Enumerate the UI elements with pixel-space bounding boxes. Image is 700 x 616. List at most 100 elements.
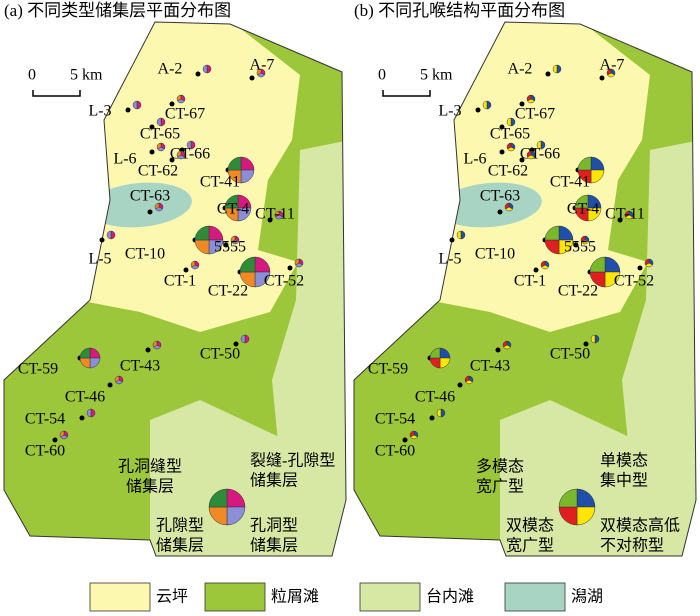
- panel-title: (a) 不同类型储集层平面分布图: [4, 1, 231, 20]
- facies-inner-platform: [622, 140, 696, 515]
- well-dot: [637, 265, 643, 271]
- well-dot: [149, 149, 155, 155]
- well-label: A-7: [600, 57, 625, 74]
- facies-cloud-flat: [438, 22, 650, 332]
- well-label: CT-4: [567, 201, 599, 218]
- well-label: CT-59: [368, 361, 408, 378]
- pie-slice: [186, 140, 192, 150]
- legend-swatch: [89, 582, 151, 612]
- well-label: CT-41: [200, 174, 240, 191]
- well-label: CT-22: [558, 283, 598, 300]
- pie-slice: [230, 235, 236, 243]
- well-label: CT-60: [375, 443, 415, 460]
- well-label: A-2: [508, 61, 533, 78]
- well-dot: [52, 437, 58, 443]
- well-label: 5555: [564, 239, 596, 256]
- legend-label: 云坪: [156, 588, 188, 606]
- legend-swatch: [359, 582, 421, 612]
- pie-slice: [436, 408, 442, 418]
- pie-slice: [59, 430, 65, 438]
- pie-legend-label: 孔隙型: [156, 517, 204, 535]
- well-label: CT-50: [550, 346, 590, 363]
- pie-slice: [194, 225, 210, 241]
- map-outline: [3, 21, 347, 557]
- facies-inner-platform: [272, 140, 346, 515]
- well-label: A-2: [158, 61, 183, 78]
- scale-zero: 0: [28, 67, 36, 84]
- pie-slice: [79, 347, 91, 359]
- well-label: CT-1: [164, 273, 196, 290]
- well-label: CT-11: [255, 206, 295, 223]
- pie-slice: [190, 260, 196, 268]
- well-dot: [267, 217, 273, 223]
- scale-length: 5 km: [70, 67, 103, 84]
- pie-slice: [227, 156, 242, 171]
- pie-slice: [294, 258, 300, 266]
- pie-slice: [156, 142, 162, 150]
- pie-slice: [504, 202, 510, 210]
- well-dot: [249, 75, 255, 81]
- well-label: L-6: [463, 151, 486, 168]
- well-label: CT-63: [480, 188, 520, 205]
- pie-slice: [132, 100, 138, 110]
- scale-bar: [32, 90, 81, 97]
- well-label: CT-52: [614, 273, 654, 290]
- scale-length: 5 km: [420, 67, 453, 84]
- well-dot: [519, 157, 525, 163]
- well-label: CT-62: [138, 163, 178, 180]
- map-facies: [354, 22, 696, 556]
- pie-slice: [552, 64, 558, 74]
- well-label: A-7: [250, 57, 275, 74]
- panel-title: (b) 不同孔喉结构平面分布图: [354, 1, 565, 20]
- well-dot: [149, 124, 155, 130]
- pie-slice: [502, 340, 508, 348]
- pie-slice: [558, 488, 578, 508]
- pie-slice: [86, 408, 92, 418]
- pie-slice: [208, 488, 228, 508]
- facies-inner-platform: [500, 400, 696, 556]
- pie-slice: [176, 94, 182, 102]
- well-label: CT-67: [165, 106, 205, 123]
- well-dot: [497, 209, 503, 215]
- well-dot: [545, 71, 551, 77]
- facies-inner-platform: [150, 400, 346, 556]
- pie-legend-label: 储集层: [126, 478, 174, 496]
- well-dot: [223, 242, 229, 248]
- well-label: CT-4: [217, 201, 249, 218]
- pie-slice: [156, 117, 162, 127]
- well-dot: [402, 437, 408, 443]
- pie-slice: [574, 194, 589, 209]
- pie-slice: [482, 100, 488, 110]
- legend: 云坪 粒屑滩 台内滩 潟湖: [89, 582, 603, 612]
- pie-legend-label: 集中型: [600, 472, 648, 490]
- pie-slice: [506, 142, 512, 150]
- well-dot: [495, 347, 501, 353]
- well-label: L-5: [438, 251, 461, 268]
- well-dot: [183, 267, 189, 273]
- map-panel: (a) 不同类型储集层平面分布图 0 5 km A-2 A-7 L-3 CT-67 CT-65…: [3, 1, 347, 557]
- well-label: CT-63: [130, 188, 170, 205]
- pie-slice: [624, 210, 630, 218]
- well-label: CT-11: [605, 206, 645, 223]
- pie-slice: [526, 150, 532, 158]
- pie-slice: [154, 202, 160, 210]
- pie-legend-label: 储集层: [250, 472, 298, 490]
- well-dot: [457, 382, 463, 388]
- well-dot: [499, 149, 505, 155]
- pie-slice: [106, 230, 112, 240]
- well-label: CT-22: [208, 283, 248, 300]
- pie-slice: [202, 64, 208, 74]
- pie-slice: [506, 117, 512, 127]
- well-dot: [519, 101, 525, 107]
- pie-slice: [526, 94, 532, 102]
- legend-label: 粒屑滩: [271, 588, 319, 606]
- pie-slice: [540, 260, 546, 268]
- well-dot: [599, 75, 605, 81]
- well-label: CT-46: [415, 389, 455, 406]
- well-label: CT-52: [264, 273, 304, 290]
- pie-slice: [409, 430, 415, 438]
- pie-legend-label: 不对称型: [600, 537, 664, 555]
- pie-legend-label: 裂缝-孔隙型: [250, 452, 335, 470]
- pie-legend-label: 双模态: [506, 517, 554, 535]
